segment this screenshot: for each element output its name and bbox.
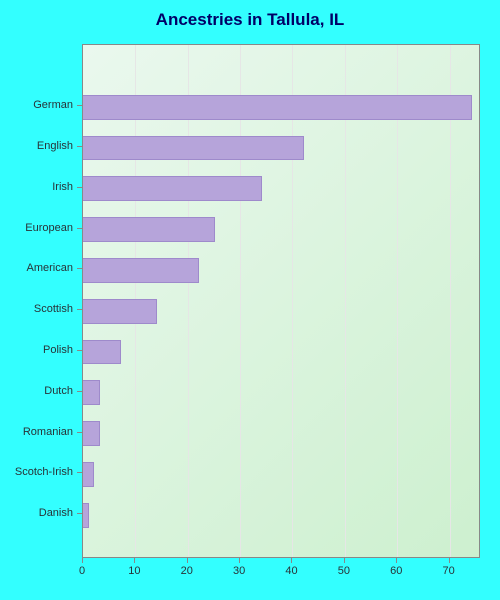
y-axis-label: German <box>0 99 73 111</box>
y-tick <box>77 513 82 514</box>
x-axis-label: 50 <box>338 565 350 577</box>
x-tick <box>291 558 292 563</box>
x-tick <box>344 558 345 563</box>
x-tick <box>82 558 83 563</box>
bar <box>83 217 215 242</box>
grid-line <box>188 45 189 557</box>
x-tick <box>396 558 397 563</box>
y-axis-label: American <box>0 262 73 274</box>
y-axis-label: Romanian <box>0 426 73 438</box>
bar <box>83 340 121 365</box>
grid-line <box>450 45 451 557</box>
chart-container: Ancestries in Tallula, IL City-Data.com … <box>0 0 500 600</box>
grid-line <box>292 45 293 557</box>
grid-line <box>397 45 398 557</box>
x-axis-label: 40 <box>285 565 297 577</box>
x-tick <box>239 558 240 563</box>
y-axis-label: Polish <box>0 344 73 356</box>
x-axis-label: 30 <box>233 565 245 577</box>
y-tick <box>77 146 82 147</box>
y-axis-label: Scottish <box>0 303 73 315</box>
bar <box>83 462 94 487</box>
y-tick <box>77 228 82 229</box>
bar <box>83 421 100 446</box>
grid-line <box>345 45 346 557</box>
x-axis-label: 10 <box>128 565 140 577</box>
y-tick <box>77 268 82 269</box>
y-axis-label: Danish <box>0 507 73 519</box>
y-axis-label: English <box>0 140 73 152</box>
y-axis-label: Irish <box>0 181 73 193</box>
bar <box>83 380 100 405</box>
bar <box>83 299 157 324</box>
y-tick <box>77 432 82 433</box>
y-tick <box>77 187 82 188</box>
grid-line <box>240 45 241 557</box>
x-axis-label: 60 <box>390 565 402 577</box>
x-axis-label: 0 <box>79 565 85 577</box>
bar <box>83 95 472 120</box>
y-tick <box>77 391 82 392</box>
bar <box>83 176 262 201</box>
chart-title: Ancestries in Tallula, IL <box>0 10 500 30</box>
x-tick <box>187 558 188 563</box>
y-axis-label: Dutch <box>0 385 73 397</box>
x-tick <box>449 558 450 563</box>
bar <box>83 136 304 161</box>
y-tick <box>77 105 82 106</box>
y-axis-label: Scotch-Irish <box>0 466 73 478</box>
bar <box>83 258 199 283</box>
y-tick <box>77 309 82 310</box>
y-tick <box>77 350 82 351</box>
y-axis-label: European <box>0 222 73 234</box>
x-axis-label: 70 <box>442 565 454 577</box>
y-tick <box>77 472 82 473</box>
bar <box>83 503 89 528</box>
plot-area <box>82 44 480 558</box>
x-tick <box>134 558 135 563</box>
x-axis-label: 20 <box>181 565 193 577</box>
